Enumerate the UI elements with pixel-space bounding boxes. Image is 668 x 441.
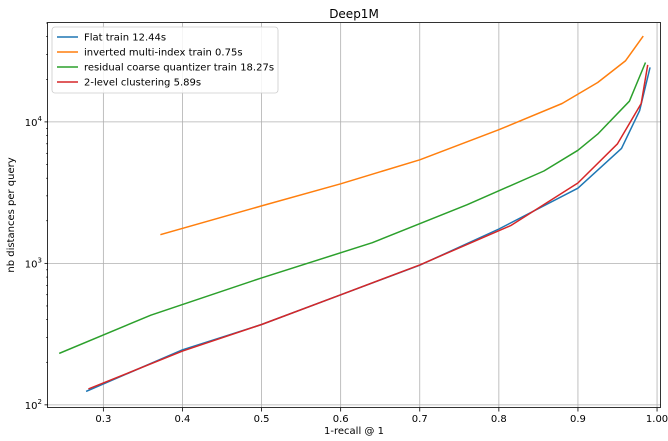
legend-label: inverted multi-index train 0.75s [84,48,243,59]
y-tick-label: 103 [25,256,42,270]
legend-label: residual coarse quantizer train 18.27s [84,63,274,74]
x-axis-label: 1-recall @ 1 [324,426,384,437]
y-tick-label: 102 [25,398,42,412]
series-line-flat-train-12-44s [85,67,651,393]
plot-frame [47,22,661,408]
series-line-2-level-clustering-5-89s [88,64,649,390]
series-line-inverted-multi-index-train-0-75s [160,35,644,236]
x-tick-label: 1.00 [646,414,668,425]
legend: Flat train 12.44s inverted multi-index tr… [51,26,279,94]
x-tick-label: 0.7 [412,414,428,425]
legend-box [51,26,279,94]
y-axis-ticks: 102 103 104 [25,22,48,412]
x-tick-label: 0.8 [491,414,507,425]
y-tick-label: 104 [25,115,43,129]
x-tick-label: 0.4 [175,414,191,425]
legend-label: 2-level clustering 5.89s [84,78,201,89]
x-tick-label: 0.6 [333,414,349,425]
x-tick-label: 0.5 [254,414,270,425]
x-axis-ticks: 0.3 0.4 0.5 0.6 0.7 0.8 0.9 1.00 [95,408,668,425]
series-layer [58,35,651,393]
x-tick-label: 0.3 [95,414,111,425]
legend-label: Flat train 12.44s [84,33,166,44]
x-tick-label: 0.9 [570,414,586,425]
chart-title: Deep1M [329,7,379,21]
series-line-residual-coarse-quantizer-train-18-27s [58,62,647,355]
y-axis-label: nb distances per query [6,157,17,272]
